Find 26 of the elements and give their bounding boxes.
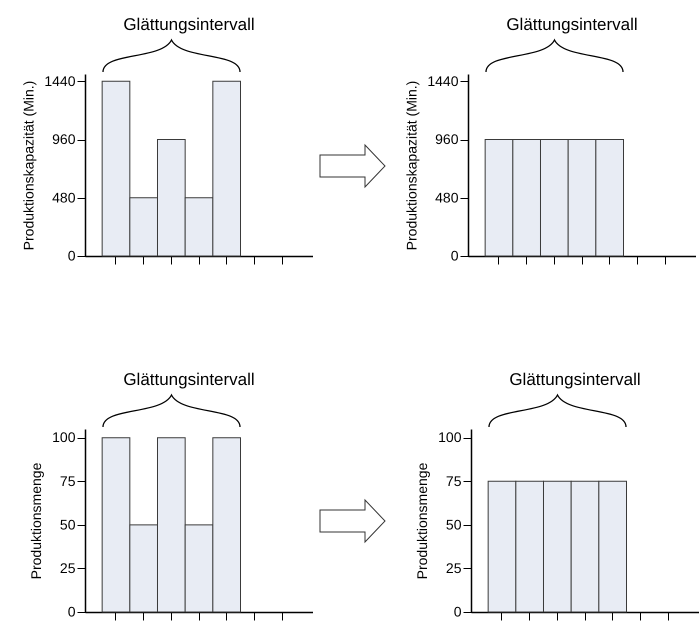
y-tick-label: 0 bbox=[68, 604, 76, 620]
y-tick-label: 1440 bbox=[427, 72, 459, 89]
y-tick-label: 75 bbox=[60, 472, 76, 489]
y-tick-label: 480 bbox=[435, 189, 459, 206]
y-tick-label: 75 bbox=[446, 472, 462, 489]
y-tick-label: 480 bbox=[52, 189, 76, 206]
chart-title: Glättungsintervall bbox=[506, 15, 638, 34]
y-tick-label: 0 bbox=[450, 248, 459, 264]
y-tick-label: 100 bbox=[52, 429, 76, 446]
y-tick-label: 25 bbox=[446, 560, 462, 576]
y-axis-title: Produktionsmenge bbox=[28, 462, 44, 580]
y-tick-label: 50 bbox=[446, 516, 462, 532]
y-axis-title: Produktionskapazität (Min.) bbox=[403, 80, 420, 250]
chart-title: Glättungsintervall bbox=[123, 370, 255, 389]
chart-title: Glättungsintervall bbox=[123, 15, 255, 34]
y-tick-label: 1440 bbox=[44, 72, 76, 89]
y-axis-title: Produktionskapazität (Min.) bbox=[20, 80, 36, 250]
y-tick-label: 100 bbox=[438, 429, 462, 446]
y-tick-label: 25 bbox=[60, 560, 76, 576]
y-axis-title: Produktionsmenge bbox=[414, 462, 430, 580]
y-tick-label: 0 bbox=[68, 248, 76, 264]
y-tick-label: 960 bbox=[52, 131, 76, 148]
y-tick-label: 50 bbox=[60, 516, 76, 532]
y-tick-label: 960 bbox=[435, 131, 459, 148]
chart-title: Glättungsintervall bbox=[509, 370, 641, 389]
y-tick-label: 0 bbox=[454, 604, 462, 620]
